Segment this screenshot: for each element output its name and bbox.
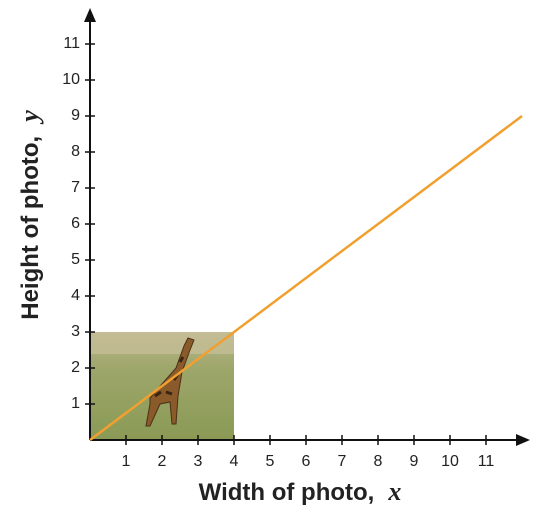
x-tick-label: 9 <box>410 453 419 470</box>
y-tick-label: 2 <box>71 359 80 376</box>
x-tick-label: 5 <box>266 453 275 470</box>
y-tick-label: 6 <box>71 215 80 232</box>
x-tick-label: 3 <box>194 453 203 470</box>
y-axis-label: Height of photo, <box>17 136 44 320</box>
y-axis-arrow <box>84 8 96 22</box>
data-line <box>90 116 522 440</box>
y-tick-label: 4 <box>71 287 80 304</box>
y-tick-label: 3 <box>71 323 80 340</box>
x-variable: x <box>387 477 401 506</box>
x-tick-label: 4 <box>230 453 239 470</box>
y-tick-label: 8 <box>71 143 80 160</box>
x-tick-label: 11 <box>478 453 495 470</box>
y-axis-title: Height of photo, y <box>15 110 44 320</box>
x-tick-label: 6 <box>302 453 311 470</box>
y-tick-label: 1 <box>71 395 80 412</box>
x-tick-label: 8 <box>374 453 383 470</box>
y-tick-label: 10 <box>62 71 80 88</box>
y-tick-label: 7 <box>71 179 80 196</box>
x-axis-title: Width of photo, x <box>199 477 402 506</box>
x-tick-label: 7 <box>338 453 347 470</box>
y-tick-label: 9 <box>71 107 80 124</box>
x-tick-label: 10 <box>441 453 459 470</box>
x-axis-arrow <box>516 434 530 446</box>
chart: Width of photo, x Height of photo, y 1 2 3 4 5… <box>0 0 533 517</box>
x-tick-label: 1 <box>122 453 131 470</box>
x-axis-label: Width of photo, <box>199 479 375 506</box>
y-tick-label: 5 <box>71 251 80 268</box>
y-variable: y <box>15 110 44 125</box>
y-tick-label: 11 <box>63 35 80 52</box>
x-tick-label: 2 <box>158 453 167 470</box>
